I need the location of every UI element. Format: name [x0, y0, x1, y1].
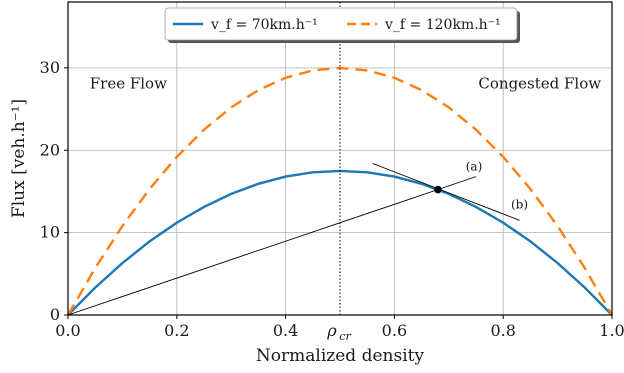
x-tick-label: 1.0: [599, 321, 624, 340]
y-tick-label: 10: [40, 223, 60, 242]
line-a: [67, 176, 477, 316]
free-flow-label: Free Flow: [90, 74, 167, 92]
x-tick-label: 0.8: [490, 321, 515, 340]
annotations: (a) (b) Free Flow Congested Flow: [90, 74, 602, 211]
auxiliary-lines: [67, 2, 520, 316]
y-tick-label: 30: [40, 58, 60, 77]
y-tick-label: 0: [50, 305, 60, 324]
line-a-label: (a): [466, 160, 483, 174]
x-tick-label: 0.2: [164, 321, 189, 340]
line-b-label: (b): [511, 197, 528, 211]
tick-labels: 0.0 0.2 0.4 0.6 0.8 1.0 0 10 20 30 ρ cr: [40, 58, 624, 343]
critical-density-label: ρ: [326, 321, 337, 340]
y-axis-label: Flux [veh.h⁻¹]: [9, 99, 29, 218]
legend: v_f = 70km.h⁻¹ v_f = 120km.h⁻¹: [164, 7, 520, 43]
plot-frame: [67, 1, 613, 316]
congested-flow-label: Congested Flow: [478, 74, 601, 92]
legend-box: [164, 7, 518, 41]
x-axis-label: Normalized density: [256, 346, 425, 366]
marked-point: [434, 185, 442, 194]
x-tick-label: 0.6: [382, 321, 407, 340]
legend-label-70: v_f = 70km.h⁻¹: [210, 17, 318, 33]
critical-density-subscript: cr: [339, 330, 351, 343]
x-tick-label: 0.4: [273, 321, 298, 340]
y-tick-label: 20: [40, 140, 60, 159]
x-tick-label: 0.0: [55, 321, 80, 340]
line-b: [372, 163, 520, 221]
axis-ticks: [64, 67, 613, 319]
series-2-curve: [66, 66, 614, 316]
legend-label-120: v_f = 120km.h⁻¹: [384, 17, 501, 33]
